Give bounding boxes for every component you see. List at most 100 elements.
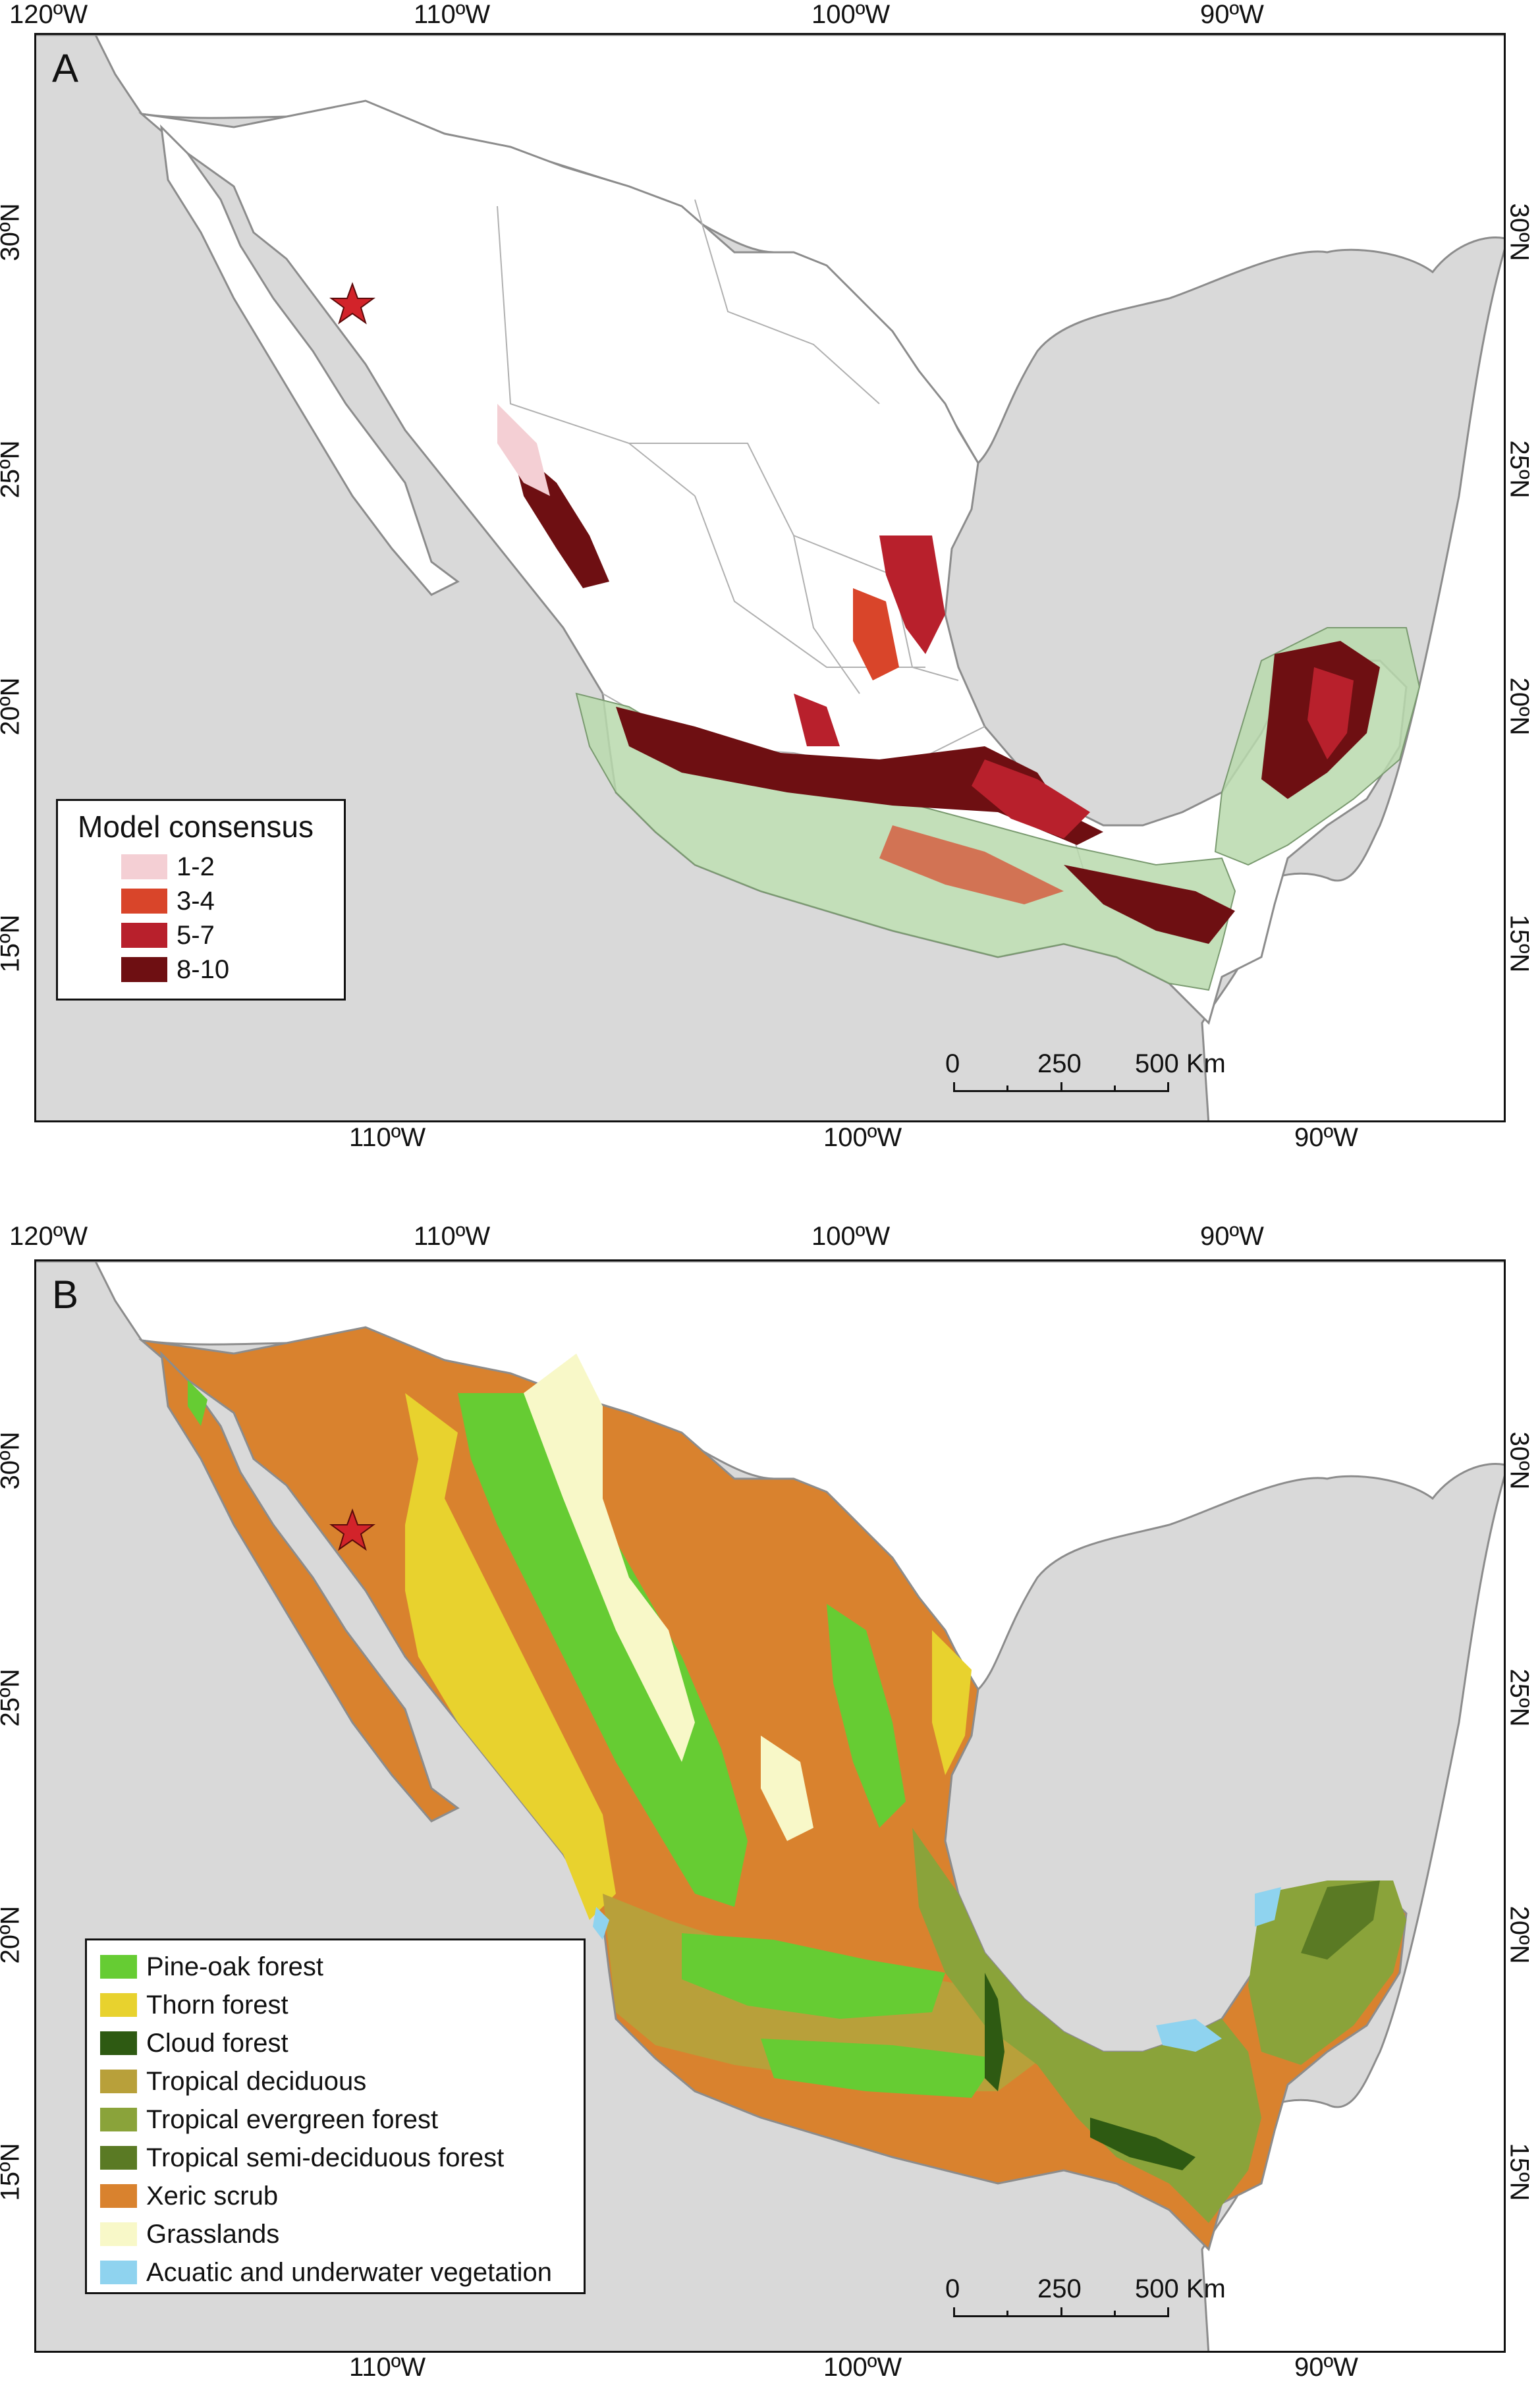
tropical-evergreen-gulf (912, 1828, 1261, 2223)
patch-sierra-madre-or (879, 535, 945, 654)
scale-tick (1114, 1085, 1116, 1092)
lat-label-right-30n-a: 30ºN (1504, 203, 1534, 261)
lat-label-right-20n-b: 20ºN (1504, 1906, 1534, 1964)
scale-tick (1114, 2311, 1116, 2317)
thorn-forest-east (932, 1630, 972, 1775)
lat-label-left-15n-a: 15ºN (0, 914, 25, 973)
map-a-svg (36, 35, 1504, 1120)
patch-orange-ne (853, 588, 899, 680)
patch-oaxaca (879, 825, 1064, 904)
grasslands-central (761, 1736, 813, 1841)
lon-label-bottom-100w-b: 100ºW (823, 2353, 902, 2382)
lon-label-top-120w-a: 120ºW (9, 0, 88, 29)
legend-swatch (100, 2108, 137, 2131)
legend-swatch (100, 2070, 137, 2093)
cloud-forest-strip (985, 1973, 1004, 2091)
scale-label-250: 250 (1037, 1049, 1082, 1078)
pine-oak-sierra-occ (458, 1393, 748, 1907)
lon-label-bottom-90w-b: 90ºW (1294, 2353, 1358, 2382)
lon-label-bottom-110w-b: 110ºW (349, 2353, 426, 2382)
legend-swatch (121, 889, 167, 914)
legend-item-aquatic: Acuatic and underwater vegetation (100, 2257, 552, 2287)
legend-item-1: 1-2 (121, 852, 215, 881)
panel-letter-a: A (52, 46, 79, 90)
legend-label: Acuatic and underwater vegetation (146, 2257, 552, 2287)
tropical-evergreen-yucatan (1248, 1881, 1406, 2065)
legend-item-2: 3-4 (121, 887, 215, 916)
locality-star-b (329, 1508, 376, 1551)
lon-label-top-90w-a: 90ºW (1200, 0, 1264, 29)
legend-model-consensus: Model consensus 1-2 3-4 5-7 8-10 (56, 799, 346, 1001)
legend-label: Pine-oak forest (146, 1952, 324, 1981)
baja-california-a (159, 124, 460, 596)
legend-label: Tropical evergreen forest (146, 2104, 439, 2134)
lat-label-right-25n-a: 25ºN (1504, 440, 1534, 499)
grasslands-north (524, 1354, 695, 1762)
legend-label: Grasslands (146, 2219, 280, 2249)
lat-label-left-20n-b: 20ºN (0, 1906, 25, 1964)
legend-label: Tropical deciduous (146, 2066, 367, 2096)
pine-oak-sierra-or (827, 1604, 906, 1828)
lat-label-right-20n-a: 20ºN (1504, 677, 1534, 736)
scale-tick (1060, 2307, 1062, 2317)
scale-tick (953, 2307, 955, 2317)
scale-label-0: 0 (945, 1049, 960, 1078)
legend-swatch (100, 1955, 137, 1979)
aquatic-pacific (593, 1907, 609, 1940)
patch-central (794, 694, 840, 746)
lat-label-left-25n-b: 25ºN (0, 1668, 25, 1727)
map-b-svg (36, 1261, 1504, 2351)
legend-label: Thorn forest (146, 1990, 289, 2019)
legend-swatch (121, 923, 167, 948)
scale-tick (1006, 2311, 1008, 2317)
legend-label: 8-10 (177, 954, 230, 984)
locality-star-a (329, 282, 376, 325)
legend-label: Xeric scrub (146, 2181, 279, 2211)
aquatic-tabasco (1156, 2019, 1222, 2052)
patch-transvolcanic (616, 707, 1103, 845)
patch-veracruz (972, 759, 1090, 838)
baja-california-xeric-scrub (159, 1350, 460, 1823)
lon-label-bottom-110w-a: 110ºW (349, 1123, 426, 1152)
lon-label-top-110w-b: 110ºW (414, 1222, 491, 1251)
lat-label-left-30n-a: 30ºN (0, 203, 25, 261)
legend-item-xeric: Xeric scrub (100, 2181, 279, 2211)
scale-tick (1060, 1082, 1062, 1092)
patch-yucatan-inner (1307, 667, 1354, 759)
legend-item-tropical-deciduous: Tropical deciduous (100, 2066, 367, 2096)
consensus-patches-a (497, 404, 1380, 944)
lon-label-top-100w-a: 100ºW (811, 0, 891, 29)
lat-label-left-30n-b: 30ºN (0, 1431, 25, 1490)
scale-tick (1167, 2307, 1169, 2317)
legend-item-3: 5-7 (121, 920, 215, 950)
legend-swatch (121, 957, 167, 982)
lat-label-right-15n-b: 15ºN (1504, 2143, 1534, 2201)
scale-label-0: 0 (945, 2274, 960, 2303)
legend-item-tropical-semi-deciduous: Tropical semi-deciduous forest (100, 2143, 505, 2172)
lon-label-top-100w-b: 100ºW (811, 1222, 891, 1251)
legend-item-tropical-evergreen: Tropical evergreen forest (100, 2104, 439, 2134)
legend-item-thorn: Thorn forest (100, 1990, 289, 2019)
scale-label-250: 250 (1037, 2274, 1082, 2303)
legend-swatch (100, 2261, 137, 2284)
legend-label: Tropical semi-deciduous forest (146, 2143, 505, 2172)
legend-swatch (100, 2146, 137, 2170)
lat-label-right-15n-a: 15ºN (1504, 914, 1534, 973)
legend-vegetation: Pine-oak forest Thorn forest Cloud fores… (85, 1938, 586, 2294)
cloud-forest-chiapas (1090, 2118, 1196, 2170)
scale-tick (953, 1082, 955, 1092)
map-panel-b: B Pine-oak forest Thorn forest Cloud for… (34, 1259, 1506, 2353)
legend-label: Cloud forest (146, 2028, 289, 2058)
thorn-forest-west (405, 1393, 616, 1920)
patch-light-nw (497, 404, 550, 496)
panel-letter-b: B (52, 1273, 79, 1317)
legend-label: 5-7 (177, 920, 215, 950)
lon-label-top-110w-a: 110ºW (414, 0, 491, 29)
semi-deciduous-yucatan (1301, 1881, 1380, 1960)
scale-bar-b: 0 250 500 Km (945, 2274, 1226, 2327)
lon-label-top-90w-b: 90ºW (1200, 1222, 1264, 1251)
scale-label-500: 500 Km (1135, 2274, 1226, 2303)
pine-oak-transvolcanic (682, 1933, 945, 2019)
legend-swatch (100, 2184, 137, 2208)
legend-swatch (100, 1993, 137, 2017)
